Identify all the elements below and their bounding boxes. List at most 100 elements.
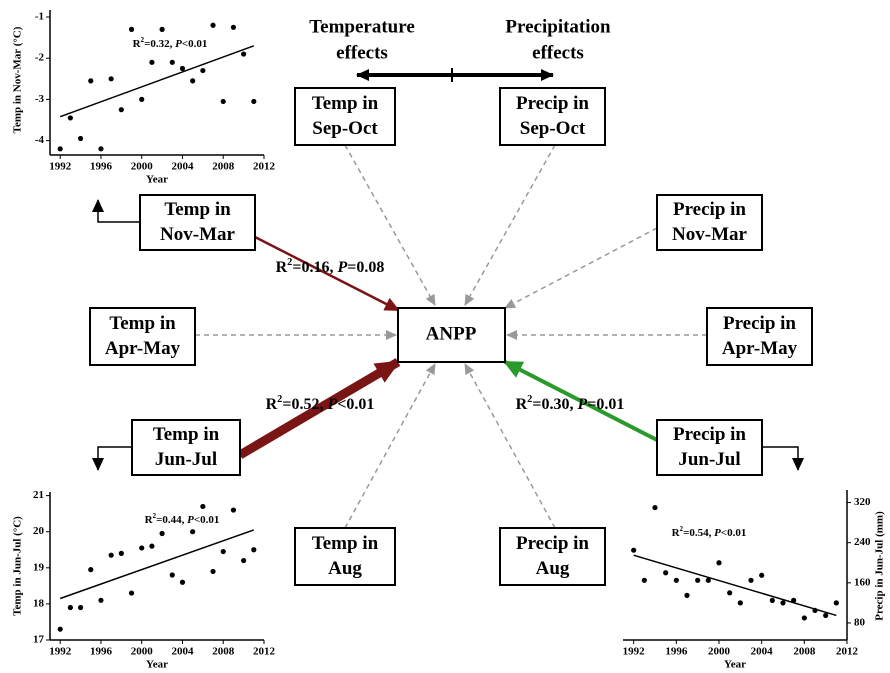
label-part: =0.30, <box>532 396 577 413</box>
node-box <box>139 194 256 251</box>
data-point <box>823 612 829 619</box>
label-part: R <box>672 527 681 539</box>
data-point <box>98 146 104 152</box>
label-part: P <box>187 514 194 526</box>
label-part: 2 <box>680 525 684 533</box>
data-point <box>759 572 765 578</box>
label-part: =0.52, <box>282 396 327 413</box>
header-right: Precipitation <box>505 16 611 37</box>
data-point <box>663 570 669 576</box>
trend-line <box>59 529 255 600</box>
effect-arrow <box>344 363 436 529</box>
data-point <box>705 577 711 583</box>
annotation: R2=0.44, P<0.01 <box>145 512 220 526</box>
data-point <box>108 76 114 82</box>
data-point <box>210 22 216 28</box>
node-label: Jun-Jul <box>678 449 740 470</box>
label-part: R <box>516 396 528 413</box>
data-point <box>780 600 786 606</box>
node-label: Precip in <box>673 424 746 445</box>
data-point <box>108 552 114 558</box>
node-box <box>294 527 396 586</box>
y-tick-label: 20 <box>33 525 45 537</box>
data-point <box>139 96 145 102</box>
data-point <box>149 543 155 549</box>
data-point <box>128 590 135 596</box>
bent-arrow <box>762 446 804 471</box>
data-point <box>241 557 247 564</box>
x-tick-label: 1996 <box>665 646 688 658</box>
x-tick-label: 2012 <box>253 161 276 173</box>
label-part: R <box>266 396 278 413</box>
data-point <box>57 626 63 632</box>
node-label: Precip in <box>723 313 796 334</box>
x-tick-label: 2000 <box>131 646 154 658</box>
data-point <box>748 577 754 583</box>
label-part: =0.44, <box>156 514 187 526</box>
data-point <box>57 146 63 152</box>
header-left: effects <box>336 42 388 63</box>
label-part: =0.16, <box>292 259 337 276</box>
effect-arrow <box>254 235 400 312</box>
data-point <box>88 78 94 84</box>
y-axis-label: Precip in Jun-Jul (mm) <box>874 511 886 621</box>
data-point <box>833 600 839 606</box>
data-point <box>179 65 186 72</box>
effect-arrow <box>504 227 658 309</box>
label-part: 2 <box>277 394 282 405</box>
x-tick-label: 1992 <box>623 646 646 658</box>
label-part: 2 <box>287 257 292 268</box>
data-point <box>179 579 186 585</box>
label-part: <0.01 <box>337 396 374 413</box>
node-box <box>499 87 606 146</box>
data-point <box>200 503 206 510</box>
center-label: ANPP <box>426 323 477 344</box>
node-box <box>89 307 196 366</box>
label-part: R <box>133 38 142 50</box>
trend-line <box>633 554 837 617</box>
label-part: P <box>326 396 337 413</box>
edge-label: R2=0.16, P=0.08 <box>276 257 385 276</box>
label-part: 2 <box>141 36 145 44</box>
data-point <box>190 529 196 535</box>
data-point <box>251 547 257 553</box>
label-part: =0.54, <box>683 527 714 539</box>
data-point <box>641 577 647 583</box>
node-box <box>656 194 763 251</box>
data-point <box>200 67 206 74</box>
effect-arrow <box>464 144 556 306</box>
data-point <box>230 507 237 513</box>
label-part: <0.01 <box>194 514 220 526</box>
x-tick-label: 2004 <box>171 161 194 173</box>
data-point <box>220 548 226 555</box>
node-label: Jun-Jul <box>155 449 217 470</box>
x-tick-label: 2004 <box>171 646 194 658</box>
label-part: R <box>276 259 288 276</box>
node-label: Precip in <box>516 533 589 554</box>
data-point <box>139 545 145 551</box>
y-tick-label: 320 <box>854 496 871 508</box>
y-tick-label: -2 <box>35 52 45 64</box>
y-axis-label: Temp in Jun-Jul (°C) <box>12 516 24 616</box>
x-axis-label: Year <box>724 659 746 671</box>
y-tick-label: 160 <box>854 576 871 588</box>
data-point <box>118 550 124 556</box>
y-tick-label: 80 <box>854 616 866 628</box>
label-part: =0.01 <box>587 396 624 413</box>
edge-label: R2=0.52, P<0.01 <box>266 394 375 413</box>
node-label: Apr-May <box>722 338 798 359</box>
node-label: Sep-Oct <box>312 118 378 139</box>
node-label: Temp in <box>312 533 379 554</box>
node-label: Temp in <box>312 93 379 114</box>
data-point <box>791 597 797 603</box>
y-tick-label: 18 <box>33 597 45 609</box>
x-tick-label: 1996 <box>90 161 113 173</box>
x-tick-label: 2008 <box>212 646 235 658</box>
data-point <box>695 577 701 583</box>
node-label: Aug <box>536 558 570 579</box>
data-point <box>190 78 196 84</box>
data-point <box>812 607 818 614</box>
y-tick-label: -1 <box>35 11 44 23</box>
